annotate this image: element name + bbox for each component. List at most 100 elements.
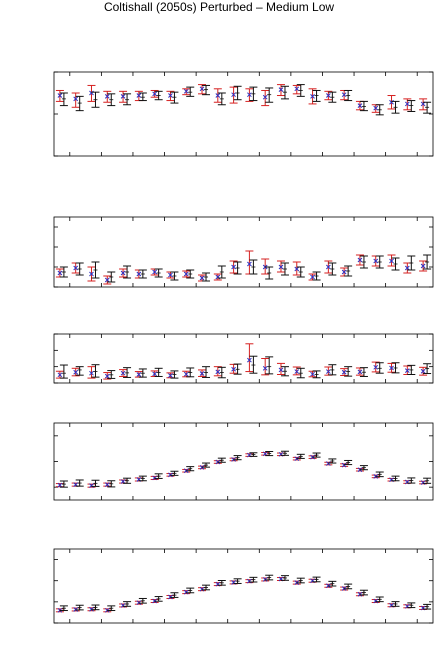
mean-marker (104, 94, 110, 99)
mean-marker (57, 482, 63, 488)
mean-marker (262, 365, 268, 371)
mean-marker (278, 264, 284, 270)
series-model (59, 355, 432, 379)
mean-marker (57, 93, 63, 98)
mean-marker (183, 589, 189, 595)
mean-marker (341, 269, 347, 275)
mean-marker (389, 258, 394, 264)
mean-marker (57, 270, 63, 276)
mean-marker (420, 263, 426, 269)
mean-marker (120, 370, 126, 376)
mean-marker (373, 258, 379, 264)
mean-marker (357, 103, 363, 108)
mean-marker (89, 483, 94, 488)
mean-marker (152, 269, 157, 275)
series-model (59, 254, 432, 283)
mean-marker (231, 366, 236, 372)
mean-marker (247, 261, 252, 267)
mean-marker (357, 591, 363, 597)
mean-marker (247, 92, 252, 98)
mean-marker (152, 371, 157, 377)
mean-marker (136, 93, 142, 98)
mean-marker (168, 373, 173, 378)
mean-marker (231, 457, 236, 462)
mean-marker (278, 87, 284, 92)
mean-marker (262, 94, 268, 100)
mean-marker (104, 277, 110, 283)
mean-marker (183, 271, 189, 277)
mean-marker (294, 86, 300, 92)
mean-marker (136, 600, 142, 606)
mean-marker (152, 475, 157, 481)
mean-marker (373, 474, 379, 479)
mean-marker (183, 88, 189, 94)
mean-marker (183, 468, 189, 474)
mean-marker (199, 371, 205, 376)
mean-marker (404, 265, 410, 271)
mean-marker (294, 266, 300, 272)
mean-marker (231, 264, 236, 270)
mean-marker (136, 372, 142, 377)
series-model (59, 84, 432, 116)
panels (53, 71, 434, 624)
mean-marker (373, 364, 379, 370)
mean-marker (136, 271, 142, 277)
mean-marker (326, 461, 331, 466)
mean-marker (326, 583, 331, 589)
mean-marker (341, 92, 347, 98)
mean-marker (357, 257, 363, 263)
panel-5 (53, 548, 434, 624)
mean-marker (357, 369, 363, 375)
panel-2 (53, 216, 434, 288)
mean-marker (326, 264, 331, 270)
mean-marker (278, 367, 284, 373)
mean-marker (310, 94, 315, 99)
series-model (59, 450, 432, 488)
panel-4 (53, 422, 434, 501)
mean-marker (168, 272, 173, 278)
mean-marker (57, 372, 63, 378)
mean-marker (199, 275, 205, 281)
mean-marker (73, 265, 79, 271)
mean-marker (89, 370, 94, 376)
plot-frame (53, 216, 434, 288)
mean-marker (215, 369, 221, 375)
mean-marker (183, 371, 189, 377)
mean-marker (294, 369, 300, 374)
mean-marker (199, 86, 205, 92)
mean-marker (310, 371, 315, 377)
mean-marker (310, 274, 315, 280)
plot-frame (53, 71, 434, 157)
mean-marker (231, 92, 236, 98)
panel-1 (53, 71, 434, 157)
mean-marker (215, 93, 221, 98)
plot-frame (53, 333, 434, 384)
mean-marker (247, 357, 252, 363)
mean-marker (120, 94, 126, 99)
mean-marker (104, 373, 110, 379)
mean-marker (152, 91, 157, 97)
mean-marker (341, 462, 347, 468)
mean-marker (326, 93, 331, 98)
mean-marker (389, 365, 394, 371)
figure-title: Coltishall (2050s) Perturbed – Medium Lo… (104, 0, 334, 14)
panel-3 (53, 333, 434, 384)
mean-marker (168, 93, 173, 98)
series-observed (55, 343, 428, 380)
mean-marker (404, 101, 410, 107)
mean-marker (326, 369, 331, 374)
mean-marker (341, 369, 347, 375)
mean-marker (104, 482, 110, 487)
mean-marker (89, 271, 94, 277)
mean-marker (404, 368, 410, 373)
mean-marker (420, 368, 426, 374)
plot-frame (53, 422, 434, 501)
mean-marker (73, 369, 79, 375)
mean-marker (73, 96, 79, 102)
mean-marker (373, 598, 379, 604)
plot-frame (53, 548, 434, 624)
mean-marker (373, 105, 379, 111)
mean-marker (199, 586, 205, 592)
mean-marker (168, 472, 173, 478)
